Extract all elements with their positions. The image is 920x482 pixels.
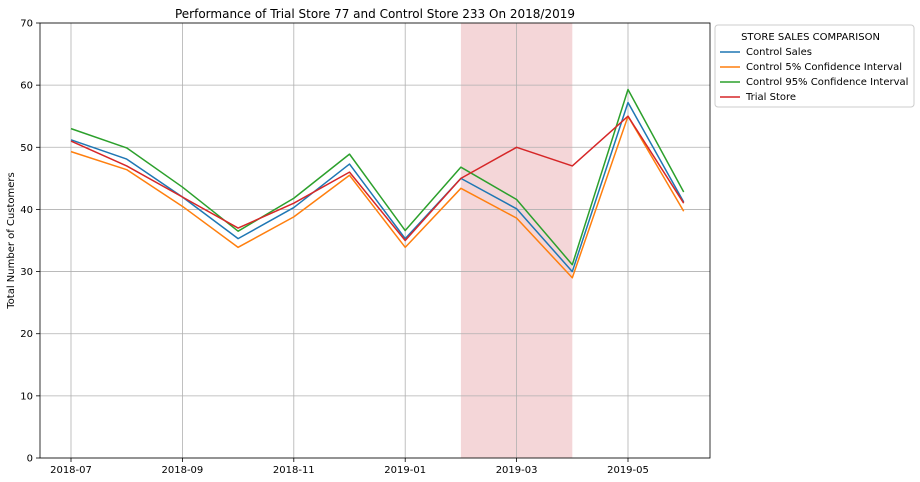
- series-line-control-5-confidence-interval: [70, 115, 685, 279]
- y-tick-label: 0: [27, 454, 33, 465]
- x-tick-label: 2018-09: [162, 465, 204, 476]
- legend-label: Trial Store: [745, 92, 796, 103]
- y-tick-label: 50: [20, 143, 33, 154]
- legend-items: Control Sales Control 5% Confidence Inter…: [720, 47, 908, 103]
- y-tick-label: 60: [20, 81, 33, 92]
- legend-label: Control 95% Confidence Interval: [746, 77, 908, 88]
- x-tick-label: 2019-05: [607, 465, 649, 476]
- series-line-control-95-confidence-interval: [70, 88, 685, 266]
- x-tick-label: 2018-11: [273, 465, 315, 476]
- legend-label: Control 5% Confidence Interval: [746, 62, 902, 73]
- legend-box: [714, 24, 915, 108]
- y-tick-label: 70: [20, 19, 33, 30]
- plot-frame: [39, 22, 711, 459]
- legend-label: Control Sales: [746, 47, 812, 58]
- y-tick-label: 30: [20, 267, 33, 278]
- chart-title: Performance of Trial Store 77 and Contro…: [175, 7, 575, 21]
- y-tick-label: 20: [20, 329, 33, 340]
- legend-title: STORE SALES COMPARISON: [741, 32, 880, 43]
- legend: STORE SALES COMPARISON Control SalesCont…: [714, 24, 915, 108]
- y-tick-label: 10: [20, 391, 33, 402]
- y-tick-label: 40: [20, 205, 33, 216]
- series-line-control-sales: [70, 101, 685, 273]
- series-layer: [70, 88, 685, 279]
- x-tick-label: 2018-07: [50, 465, 92, 476]
- series-line-trial-store: [70, 115, 685, 242]
- x-tick-label: 2019-01: [384, 465, 426, 476]
- y-axis-label: Total Number of Customers: [6, 172, 17, 309]
- x-tick-label: 2019-03: [496, 465, 538, 476]
- axis-layer: 0 10 20 30 40 50 60 70 2018-07 2018-09 2018-11 2019…: [20, 19, 649, 477]
